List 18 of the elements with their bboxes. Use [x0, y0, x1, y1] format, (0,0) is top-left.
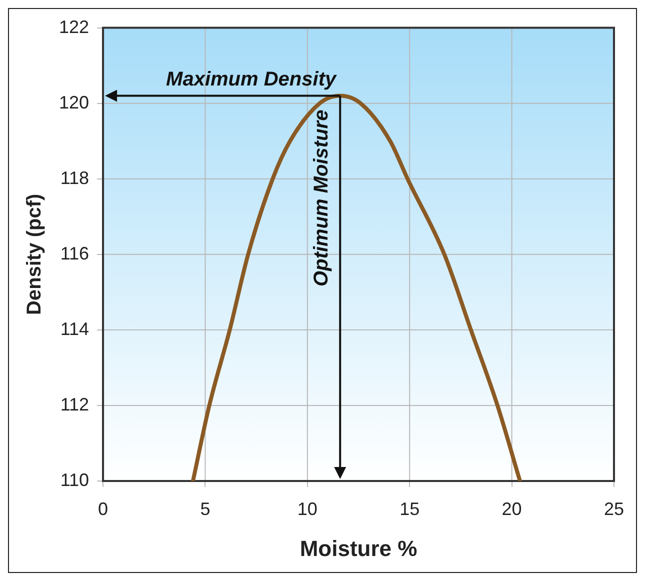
y-tick-label: 116: [60, 243, 90, 264]
annotation: Maximum Density: [166, 68, 337, 90]
y-axis-title: Density (pcf): [24, 194, 46, 315]
line-series: [190, 94, 522, 481]
x-tick-label: 25: [604, 498, 624, 519]
y-tick-label: 114: [60, 318, 90, 339]
x-tick-label: 5: [200, 498, 210, 519]
x-tick-label: 20: [502, 498, 522, 519]
y-tick-label: 122: [58, 16, 90, 37]
y-tick-label: 118: [60, 168, 90, 188]
y-tick-label: 112: [60, 394, 90, 414]
y-tick-label: 120: [58, 92, 90, 112]
annotation: Optimum Moisture: [310, 110, 333, 286]
x-axis-title: Moisture %: [300, 536, 418, 561]
x-tick-label: 15: [400, 498, 420, 519]
y-tick-label: 110: [60, 470, 90, 490]
x-tick-label: 0: [98, 498, 108, 519]
x-tick-label: 10: [297, 498, 318, 519]
